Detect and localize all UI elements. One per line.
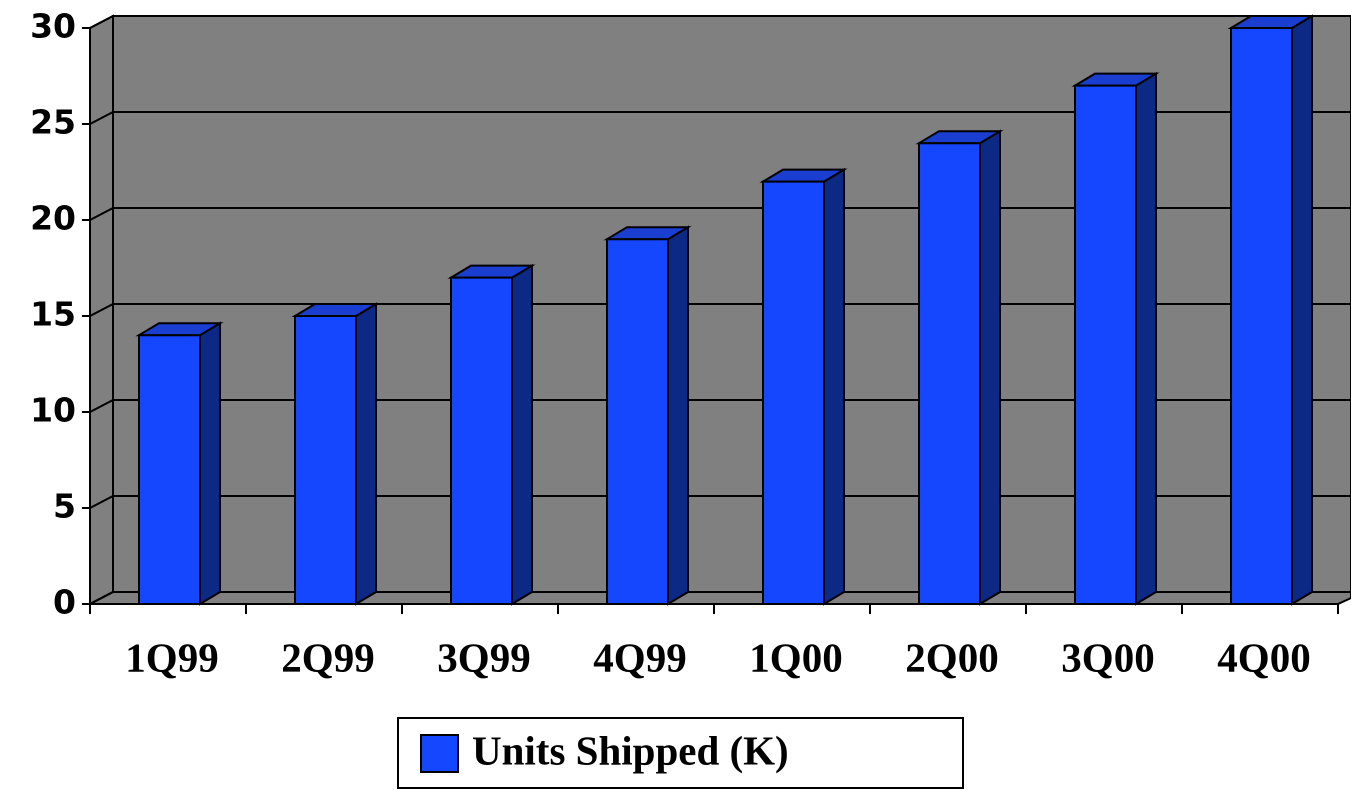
bar bbox=[759, 167, 848, 606]
x-tick-label: 2Q99 bbox=[281, 634, 374, 680]
y-tick-label: 20 bbox=[30, 199, 76, 238]
bar-side bbox=[823, 167, 845, 606]
bar bbox=[447, 263, 536, 606]
bar-side bbox=[355, 302, 377, 606]
y-tick-label: 0 bbox=[53, 583, 76, 622]
y-tick-label: 10 bbox=[30, 391, 76, 430]
bar-front bbox=[918, 142, 981, 605]
bar-side bbox=[979, 129, 1001, 606]
floor bbox=[89, 591, 1351, 605]
bar bbox=[1071, 71, 1160, 606]
legend-swatch bbox=[420, 734, 459, 773]
x-tick-label: 2Q00 bbox=[905, 634, 998, 680]
bar-side bbox=[1135, 71, 1157, 606]
bar bbox=[915, 129, 1004, 606]
bar-front bbox=[606, 238, 669, 605]
bar-front bbox=[450, 276, 513, 605]
bar-side bbox=[1291, 14, 1313, 606]
legend-box bbox=[397, 717, 964, 789]
bar-front bbox=[138, 334, 201, 605]
x-tick-label: 3Q99 bbox=[437, 634, 530, 680]
x-tick-label: 1Q00 bbox=[749, 634, 842, 680]
legend-label: Units Shipped (K) bbox=[472, 727, 789, 773]
bar-front bbox=[294, 315, 357, 605]
bar bbox=[603, 225, 692, 606]
x-tick-label: 4Q00 bbox=[1217, 634, 1310, 680]
bar bbox=[291, 302, 380, 606]
grid-line bbox=[89, 15, 1351, 29]
bar bbox=[1227, 14, 1316, 606]
bar bbox=[135, 321, 224, 606]
x-tick-label: 4Q99 bbox=[593, 634, 686, 680]
grid-line bbox=[89, 111, 1351, 125]
x-tick-label: 1Q99 bbox=[125, 634, 218, 680]
y-tick-label: 25 bbox=[30, 103, 76, 142]
bar-front bbox=[1230, 27, 1293, 605]
bar-side bbox=[511, 263, 533, 606]
y-tick-label: 30 bbox=[30, 7, 76, 46]
y-tick-label: 5 bbox=[53, 487, 76, 526]
bar-front bbox=[762, 180, 825, 605]
bar-side bbox=[199, 321, 221, 606]
y-tick-label: 15 bbox=[30, 295, 76, 334]
bar-side bbox=[667, 225, 689, 606]
x-tick-label: 3Q00 bbox=[1061, 634, 1154, 680]
bar-front bbox=[1074, 84, 1137, 605]
